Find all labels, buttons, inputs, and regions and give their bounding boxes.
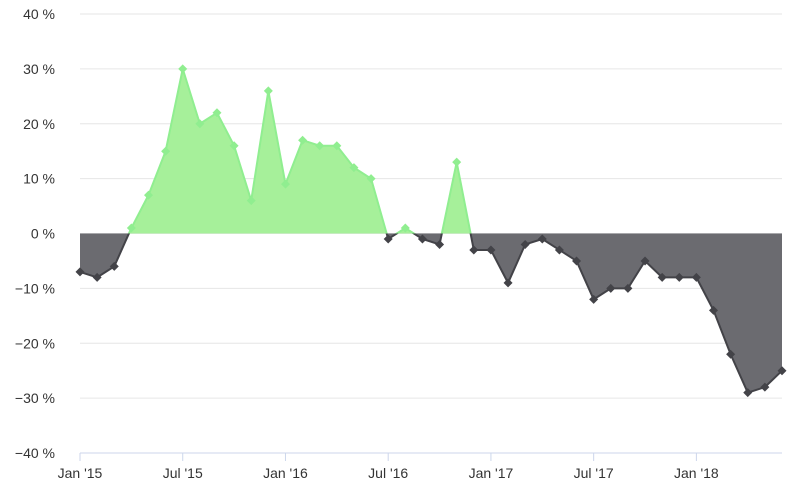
data-point bbox=[760, 382, 770, 392]
data-point bbox=[537, 234, 547, 244]
positive-line bbox=[127, 64, 472, 234]
data-point bbox=[503, 278, 513, 288]
data-point bbox=[212, 108, 222, 118]
data-point bbox=[435, 239, 445, 249]
data-point bbox=[606, 283, 616, 293]
data-point bbox=[623, 283, 633, 293]
data-point bbox=[572, 256, 582, 266]
data-point bbox=[263, 86, 273, 96]
data-point bbox=[280, 179, 290, 189]
x-tick-label: Jul '17 bbox=[574, 465, 614, 481]
data-point bbox=[246, 196, 256, 206]
data-point bbox=[709, 305, 719, 315]
x-tick-label: Jan '15 bbox=[58, 465, 103, 481]
y-tick-label: 20 % bbox=[23, 116, 55, 132]
y-tick-label: −10 % bbox=[15, 280, 55, 296]
data-point bbox=[726, 349, 736, 359]
y-tick-label: −30 % bbox=[15, 390, 55, 406]
x-tick-label: Jan '16 bbox=[263, 465, 308, 481]
area-layer bbox=[80, 68, 782, 393]
positive-area bbox=[80, 68, 782, 234]
data-point bbox=[554, 245, 564, 255]
data-point bbox=[332, 141, 342, 151]
data-point bbox=[452, 157, 462, 167]
data-point bbox=[349, 163, 359, 173]
y-tick-label: −40 % bbox=[15, 445, 55, 461]
x-tick-label: Jul '16 bbox=[368, 465, 408, 481]
data-point bbox=[469, 245, 479, 255]
x-tick-label: Jul '15 bbox=[163, 465, 203, 481]
data-point bbox=[674, 272, 684, 282]
y-tick-label: 40 % bbox=[23, 6, 55, 22]
x-tick-label: Jan '17 bbox=[469, 465, 514, 481]
data-point bbox=[383, 234, 393, 244]
data-point bbox=[777, 366, 787, 376]
data-point bbox=[640, 256, 650, 266]
data-point bbox=[229, 141, 239, 151]
data-point bbox=[417, 234, 427, 244]
data-point bbox=[161, 146, 171, 156]
data-point bbox=[589, 294, 599, 304]
data-point bbox=[315, 141, 325, 151]
data-point bbox=[143, 190, 153, 200]
data-point bbox=[298, 135, 308, 145]
data-point bbox=[75, 267, 85, 277]
markers bbox=[75, 64, 787, 398]
data-point bbox=[657, 272, 667, 282]
y-tick-label: 0 % bbox=[31, 226, 55, 242]
data-point bbox=[520, 239, 530, 249]
y-tick-label: 10 % bbox=[23, 171, 55, 187]
data-point bbox=[400, 223, 410, 233]
negative-area bbox=[80, 233, 782, 393]
data-point bbox=[743, 388, 753, 398]
data-point bbox=[486, 245, 496, 255]
data-point bbox=[178, 64, 188, 74]
x-tick-label: Jan '18 bbox=[674, 465, 719, 481]
data-point bbox=[92, 272, 102, 282]
data-point bbox=[195, 119, 205, 129]
y-tick-label: −20 % bbox=[15, 335, 55, 351]
axes: −40 % −30 % −20 % −10 % 0 % 10 % 20 % 30 % 40 % J… bbox=[15, 6, 782, 481]
data-point bbox=[691, 272, 701, 282]
data-point bbox=[126, 223, 136, 233]
data-point bbox=[109, 261, 119, 271]
y-tick-label: 30 % bbox=[23, 61, 55, 77]
data-point bbox=[366, 174, 376, 184]
